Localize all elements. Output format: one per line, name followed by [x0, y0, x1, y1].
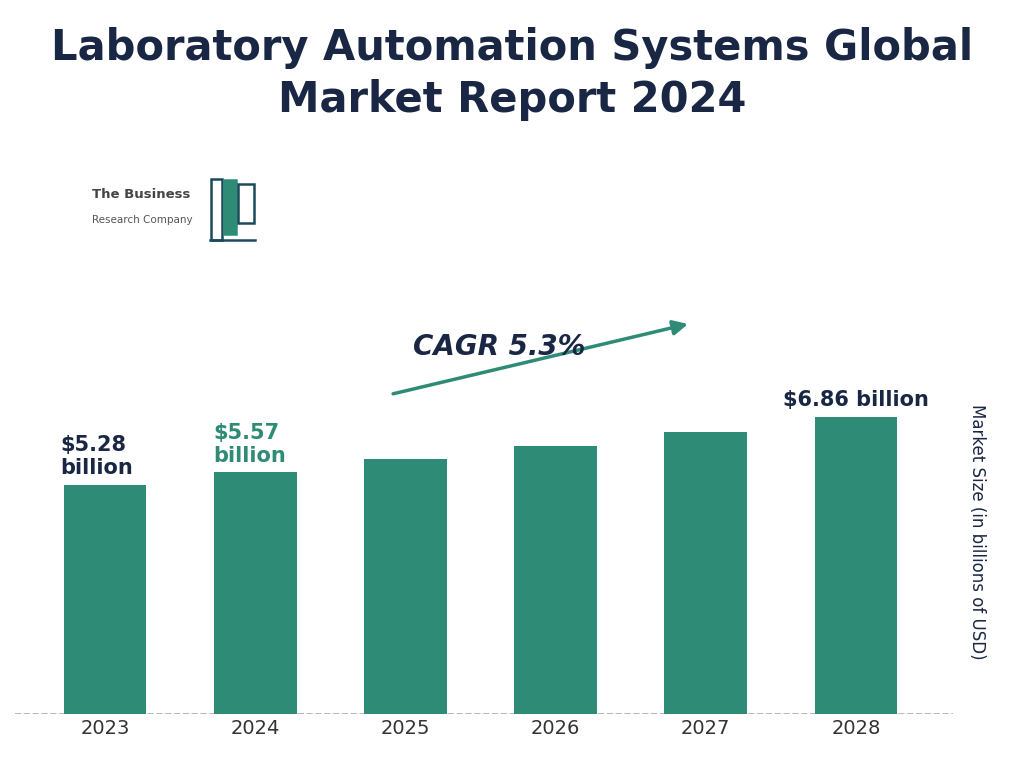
Bar: [214, 472, 297, 713]
Text: CAGR 5.3%: CAGR 5.3%: [413, 333, 586, 361]
Text: Laboratory Automation Systems Global
Market Report 2024: Laboratory Automation Systems Global Mar…: [51, 27, 973, 121]
Bar: [815, 416, 897, 713]
Text: Research Company: Research Company: [92, 215, 193, 225]
Text: $5.57
billion: $5.57 billion: [213, 422, 286, 466]
Text: $6.86 billion: $6.86 billion: [783, 390, 929, 410]
Text: Market Size (in billions of USD): Market Size (in billions of USD): [968, 404, 985, 660]
Bar: [514, 446, 597, 713]
Bar: [63, 485, 146, 713]
Bar: [211, 179, 222, 240]
Bar: [224, 180, 236, 234]
Text: The Business: The Business: [92, 188, 190, 201]
Bar: [365, 459, 446, 713]
Bar: [665, 432, 748, 713]
Text: $5.28
billion: $5.28 billion: [60, 435, 133, 478]
Bar: [238, 184, 254, 223]
